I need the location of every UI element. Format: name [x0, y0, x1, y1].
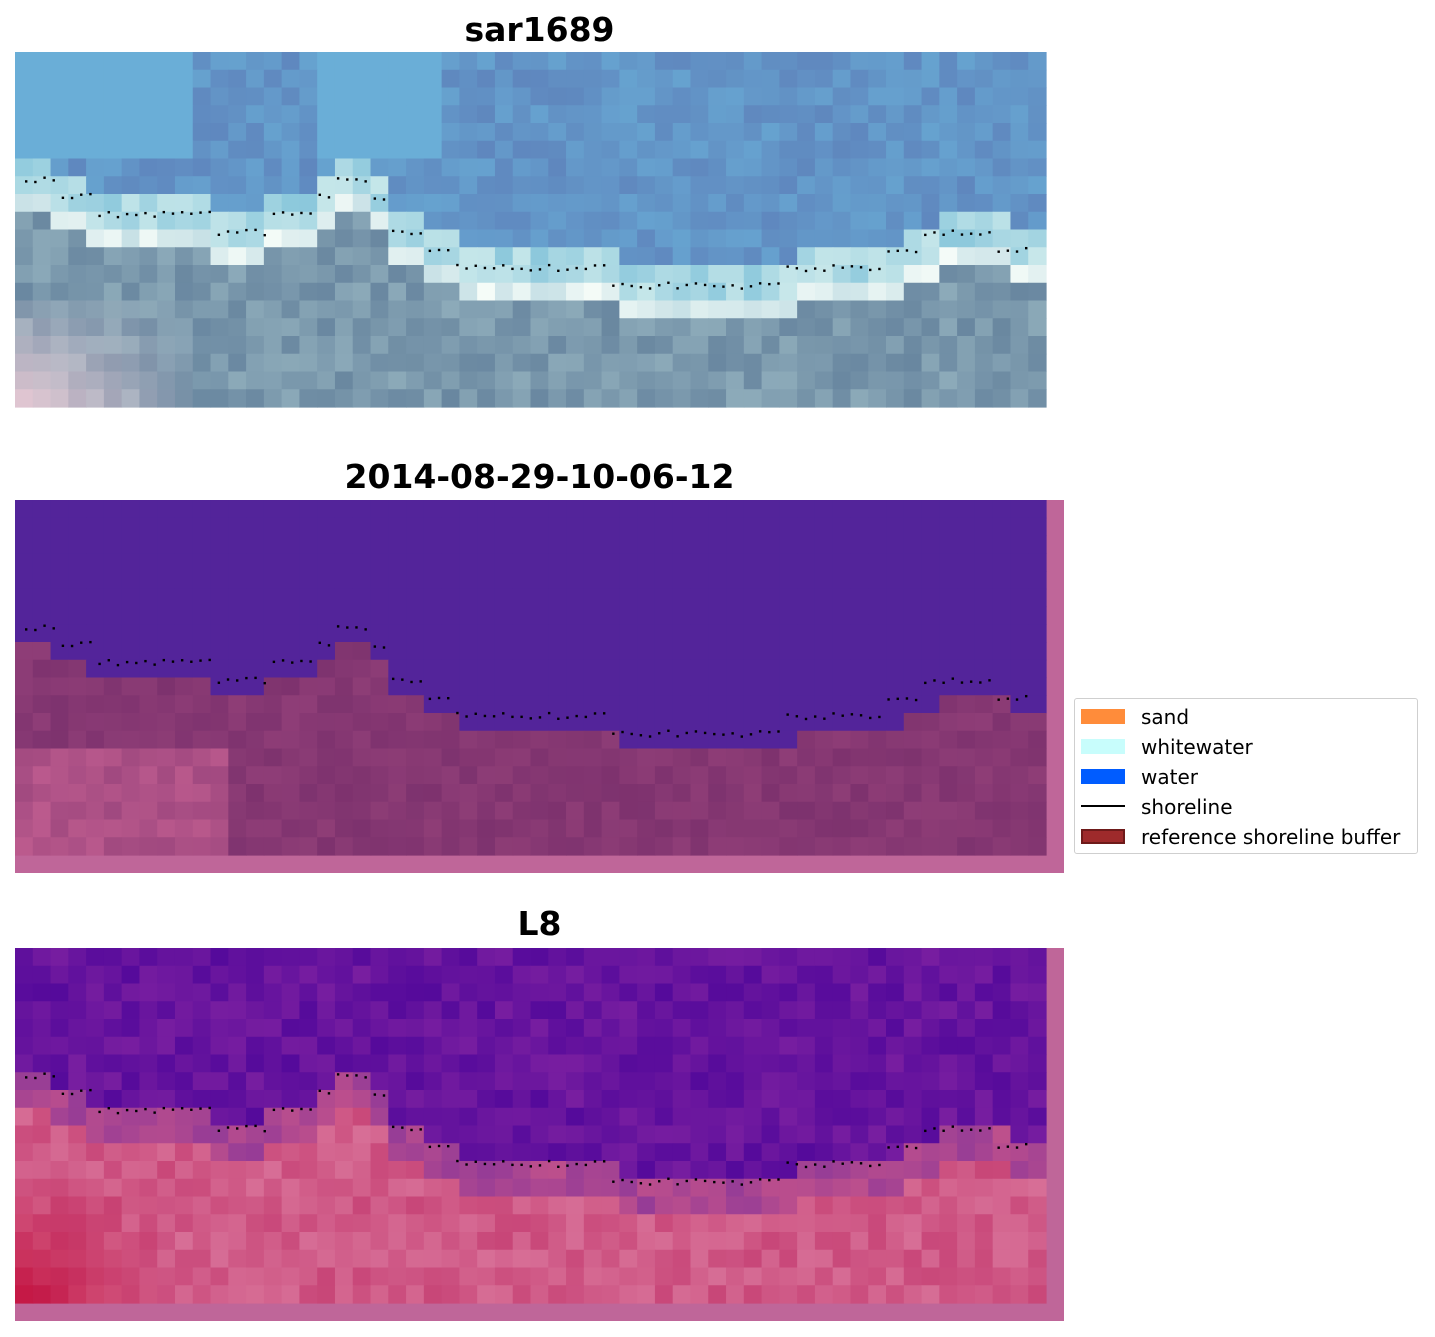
legend-item-whitewater: whitewater [1081, 731, 1411, 761]
rgb-image-raster [15, 52, 1047, 408]
legend-item-water: water [1081, 761, 1411, 791]
legend-label: shoreline [1141, 795, 1233, 819]
water-swatch-icon [1081, 769, 1125, 784]
legend-label: water [1141, 765, 1198, 789]
legend-label: reference shoreline buffer [1141, 825, 1401, 849]
panel-rgb-image [15, 52, 1064, 425]
panel-title-classified: 2014-08-29-10-06-12 [344, 457, 735, 496]
legend: sand whitewater water shoreline referenc… [1074, 698, 1418, 854]
legend-label: sand [1141, 705, 1190, 729]
whitewater-swatch-icon [1081, 739, 1125, 754]
legend-label: whitewater [1141, 735, 1253, 759]
buffer-swatch-icon [1081, 829, 1125, 844]
panel-classified-image [15, 500, 1064, 873]
mndwi-image-raster [15, 948, 1064, 1321]
classified-image-raster [15, 500, 1064, 873]
legend-item-buffer: reference shoreline buffer [1081, 821, 1411, 851]
panel-title-rgb: sar1689 [464, 10, 615, 49]
legend-item-sand: sand [1081, 701, 1411, 731]
panel-title-mndwi: L8 [517, 904, 562, 943]
shoreline-line-icon [1081, 805, 1125, 807]
panel-mndwi-image [15, 948, 1064, 1321]
legend-item-shoreline: shoreline [1081, 791, 1411, 821]
sand-swatch-icon [1081, 709, 1125, 724]
